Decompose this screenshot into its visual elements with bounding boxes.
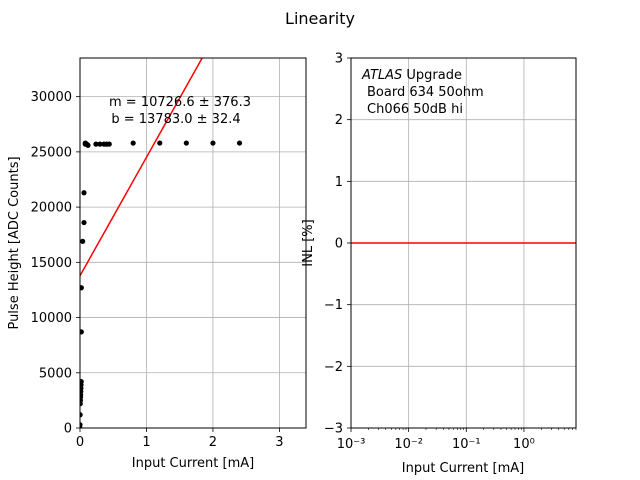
data-point <box>106 141 112 147</box>
y-tick-label: 1 <box>335 175 343 190</box>
y-tick-label: 0 <box>64 422 72 437</box>
data-point <box>157 140 163 146</box>
y-tick-label: 2 <box>335 113 343 128</box>
pulse-height-y-ticks: 0 5000 10000 15000 20000 25000 30000 <box>31 90 80 437</box>
data-point <box>80 285 84 291</box>
data-point <box>97 141 103 147</box>
x-tick-label: 10⁻¹ <box>452 437 481 452</box>
y-tick-label: −3 <box>324 422 343 437</box>
x-tick-label: 10⁻³ <box>337 437 366 452</box>
pulse-height-x-ticks: 0 1 2 3 <box>76 428 284 450</box>
pulse-height-panel: 0 1 2 3 0 5000 10000 15000 20000 25000 30000 Inpu… <box>7 57 307 471</box>
y-tick-label: 20000 <box>31 201 72 216</box>
fit-slope-annotation: m = 10726.6 ± 376.3 <box>109 95 251 110</box>
data-point <box>93 141 99 147</box>
y-tick-label: 5000 <box>39 366 72 381</box>
data-point <box>85 142 91 148</box>
pulse-height-x-axis-label: Input Current [mA] <box>132 456 254 471</box>
figure-title: Linearity <box>285 9 355 28</box>
atlas-label-upgrade: Upgrade <box>402 68 462 83</box>
inl-x-ticks: 10⁻³ 10⁻² 10⁻¹ 10⁰ <box>337 428 577 452</box>
y-tick-label: 0 <box>335 237 343 252</box>
y-tick-label: 15000 <box>31 256 72 271</box>
atlas-label: ATLAS Upgrade <box>361 68 462 83</box>
pulse-height-y-axis-label: Pulse Height [ADC Counts] <box>7 156 22 329</box>
x-tick-label: 3 <box>275 435 283 450</box>
x-tick-label: 2 <box>209 435 217 450</box>
y-tick-label: 3 <box>335 52 343 67</box>
pulse-height-series <box>80 58 243 428</box>
data-point <box>81 219 87 226</box>
y-tick-label: 25000 <box>31 145 72 160</box>
data-point <box>81 190 87 196</box>
data-point <box>130 140 136 146</box>
data-point <box>80 412 83 418</box>
data-point <box>80 238 86 244</box>
x-tick-label: 1 <box>142 435 150 450</box>
channel-label: Ch066 50dB hi <box>367 102 463 117</box>
x-tick-label: 10⁰ <box>513 437 535 452</box>
data-point <box>80 329 84 335</box>
data-point <box>210 140 216 146</box>
fit-intercept-annotation: b = 13783.0 ± 32.4 <box>111 112 240 127</box>
data-point <box>183 140 189 146</box>
x-tick-label: 0 <box>76 435 84 450</box>
data-point <box>80 379 84 385</box>
inl-panel: 10⁻³ 10⁻² 10⁻¹ 10⁰ −3 −2 −1 0 1 2 3 Input Current… <box>301 52 577 476</box>
x-tick-label: 10⁻² <box>394 437 423 452</box>
board-label: Board 634 50ohm <box>367 85 484 100</box>
linear-fit-line <box>80 58 204 277</box>
atlas-label-italic: ATLAS <box>361 68 402 83</box>
inl-x-axis-label: Input Current [mA] <box>402 461 524 476</box>
y-tick-label: 10000 <box>31 311 72 326</box>
pulse-height-axes-frame <box>79 57 307 429</box>
inl-y-axis-label: INL [%] <box>301 219 316 266</box>
y-tick-label: −2 <box>324 360 343 375</box>
y-tick-label: 30000 <box>31 90 72 105</box>
data-point <box>236 140 243 146</box>
data-point <box>80 422 83 428</box>
inl-y-ticks: −3 −2 −1 0 1 2 3 <box>324 52 351 437</box>
y-tick-label: −1 <box>324 298 343 313</box>
